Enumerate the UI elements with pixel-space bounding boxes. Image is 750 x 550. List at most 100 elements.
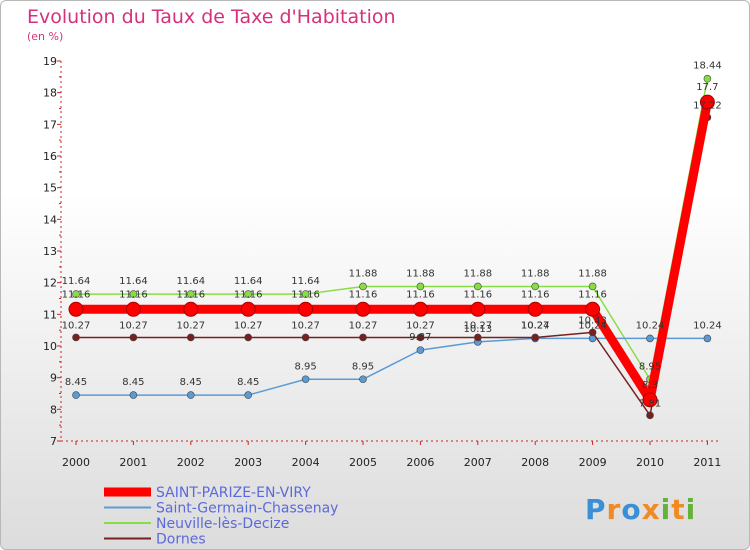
data-point [301,375,310,384]
data-point [187,290,195,298]
data-label: 10.24 [693,320,722,331]
data-label: 11.88 [406,268,435,279]
x-tick-label: 2008 [521,456,549,469]
x-tick-label: 2001 [119,456,147,469]
data-point [473,333,482,342]
data-point [699,94,715,110]
legend-label: Dornes [156,532,206,548]
data-point [183,301,199,317]
chart-title: Evolution du Taux de Taxe d'Habitation [27,6,396,28]
data-point [240,301,256,317]
data-point [531,333,540,342]
data-point [244,391,252,399]
logo-letter: i [660,493,672,526]
data-label: 11.16 [119,289,148,300]
data-label: 10.27 [234,320,263,331]
data-label: 8.45 [65,377,87,388]
data-point [416,346,425,354]
data-label: 10.27 [62,320,91,331]
data-label: 10.27 [291,320,320,331]
data-point [72,333,80,342]
data-label: 8.45 [237,377,259,388]
data-label: 10.27 [349,320,378,331]
x-tick-label: 2000 [62,456,90,469]
data-label: 17.7 [696,82,718,93]
x-tick-label: 2009 [579,456,607,469]
data-label: 11.64 [234,276,263,287]
data-point [588,282,597,291]
data-point [588,328,597,337]
data-point [244,333,252,342]
data-label: 7.81 [639,398,661,409]
unit-label: (en %) [27,30,64,43]
data-point [72,391,80,399]
logo-letter: i [685,493,697,526]
data-point [646,334,654,343]
data-label: 8.45 [122,377,144,388]
data-point [359,333,367,342]
data-label: 17.22 [693,100,722,111]
data-point [129,391,138,399]
data-point [355,301,371,317]
data-point [527,301,543,317]
data-point [68,301,84,317]
data-label: 11.16 [176,289,205,300]
x-tick-label: 2004 [292,456,320,469]
y-tick-label: 11 [43,308,57,321]
data-point [301,290,310,298]
data-point [301,333,310,342]
data-label: 11.16 [291,289,320,300]
data-label: 11.64 [119,276,148,287]
data-label: 8.95 [352,361,374,372]
data-point [473,282,482,291]
data-point [646,411,654,420]
data-label: 10.24 [636,320,665,331]
data-label: 11.16 [349,289,378,300]
data-label: 8.95 [639,361,661,372]
logo-letter: x [641,493,661,526]
series-line-2 [76,78,709,380]
data-label: 11.88 [463,268,492,279]
data-label: 8.3 [642,380,658,391]
x-tick-label: 2007 [464,456,492,469]
x-tick-label: 2006 [406,456,434,469]
y-tick-label: 9 [50,372,57,385]
x-tick-label: 2005 [349,456,377,469]
data-point [585,301,601,317]
logo-letter: t [671,493,686,526]
data-label: 11.16 [62,289,91,300]
data-point [531,282,540,291]
data-label: 10.43 [578,315,607,326]
data-label: 8.45 [180,377,202,388]
data-point [187,391,195,399]
data-point [129,290,138,298]
data-label: 8.95 [294,361,316,372]
legend-label: SAINT-PARIZE-EN-VIRY [156,485,311,501]
legend-label: Saint-Germain-Chassenay [156,501,338,517]
y-tick-label: 18 [43,87,57,100]
data-point [412,301,428,317]
series-line-1 [76,337,708,396]
data-label: 10.27 [521,320,550,331]
data-point [416,282,425,291]
data-point [703,334,712,343]
proxiti-logo: Proxiti [585,493,696,526]
data-point [359,375,367,384]
data-label: 11.16 [234,289,263,300]
y-tick-label: 15 [43,182,57,195]
data-point [187,333,195,342]
data-point [359,282,367,291]
y-tick-label: 7 [50,435,57,448]
data-point [125,301,141,317]
y-tick-label: 10 [43,340,57,353]
data-label: 10.27 [406,320,435,331]
data-label: 11.88 [349,268,378,279]
y-tick-label: 8 [50,403,57,416]
data-point [72,290,80,298]
y-tick-label: 12 [43,277,57,290]
y-tick-label: 19 [43,55,57,68]
data-label: 11.64 [62,276,91,287]
data-point [244,290,252,298]
data-label: 10.13 [463,324,492,335]
